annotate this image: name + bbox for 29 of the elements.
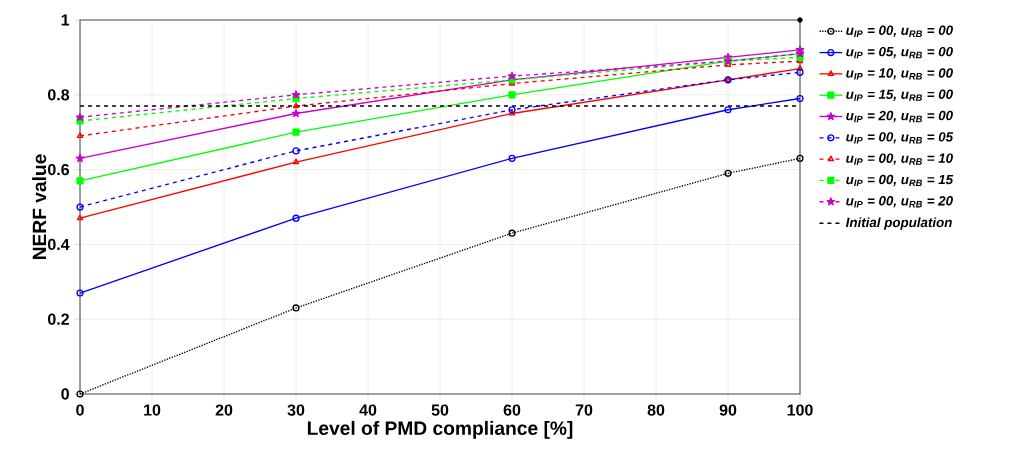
x-tick-label: 10 — [144, 404, 161, 416]
x-tick-label: 100 — [787, 404, 813, 416]
legend-label: u$_{IP}$ = 00, u$_{RB}$ = 15 — [846, 174, 954, 187]
y-tick-label: 0.2 — [48, 313, 69, 325]
legend-label: u$_{IP}$ = 15, u$_{RB}$ = 00 — [846, 89, 953, 101]
legend-label: u$_{IP}$ = 00, u$_{RB}$ = 20 — [846, 196, 953, 208]
x-tick-label: 80 — [647, 404, 665, 416]
x-tick-label: 90 — [719, 404, 737, 416]
x-tick-label: 0 — [76, 404, 84, 416]
x-tick-label: 40 — [359, 404, 377, 416]
x-axis-title: Level of PMD compliance [%] — [307, 420, 573, 439]
x-tick-label: 70 — [575, 404, 593, 416]
y-tick-label: 0.8 — [48, 89, 70, 101]
x-tick-label: 50 — [431, 404, 449, 416]
x-tick-label: 60 — [503, 404, 521, 416]
y-tick-label: 1 — [61, 14, 70, 26]
x-tick-label: 20 — [215, 404, 233, 416]
x-tick-label: 30 — [287, 404, 305, 416]
legend-label: u$_{IP}$ = 10, u$_{RB}$ = 00 — [846, 68, 953, 80]
legend-label: u$_{IP}$ = 20, u$_{RB}$ = 00 — [846, 110, 953, 123]
y-tick-label: 0.6 — [48, 163, 70, 176]
y-axis-title: NERF value — [32, 154, 47, 260]
legend-label: Initial population — [845, 217, 952, 230]
y-tick-label: 0.4 — [48, 238, 70, 251]
legend-label: u$_{IP}$ = 00, u$_{RB}$ = 10 — [846, 153, 953, 165]
legend-label: u$_{IP}$ = 00, u$_{RB}$ = 05 — [846, 132, 954, 144]
legend-label: u$_{IP}$ = 00, u$_{RB}$ = 00 — [846, 25, 953, 37]
y-tick-label: 0 — [61, 388, 69, 400]
legend-label: u$_{IP}$ = 05, u$_{RB}$ = 00 — [846, 46, 953, 59]
